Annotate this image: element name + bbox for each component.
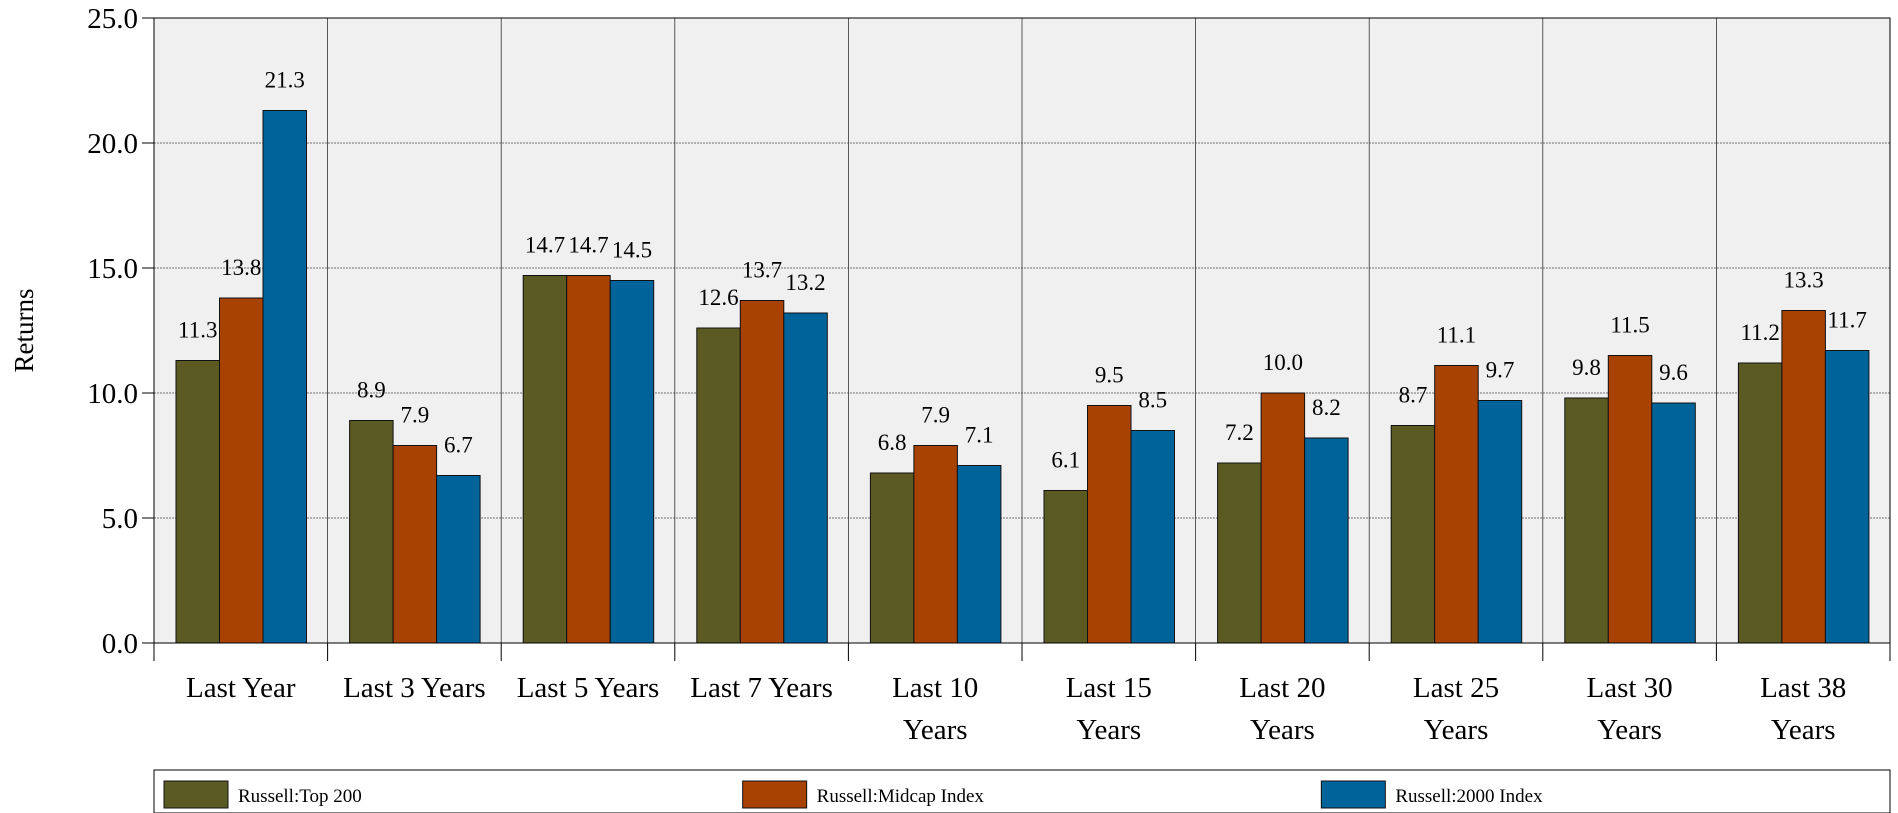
y-tick-label: 5.0 (102, 503, 138, 535)
data-label: 8.9 (357, 378, 386, 403)
bar (1607, 355, 1653, 644)
bar (1390, 425, 1436, 644)
data-label: 7.2 (1225, 420, 1254, 445)
bar (609, 280, 655, 644)
bar (436, 475, 481, 644)
data-label: 13.2 (785, 270, 825, 295)
bar (1130, 430, 1175, 644)
x-category-label: Last 3 Years (343, 672, 486, 704)
bar (1564, 397, 1609, 644)
y-tick-label: 10.0 (87, 378, 138, 410)
bar (1781, 310, 1826, 644)
axes: 0.0 5.0 10.0 15.0 20.0 25.0 Last Year Last 3 Ye… (87, 3, 1891, 746)
bar (392, 445, 438, 644)
bar (566, 275, 611, 644)
data-label: 14.7 (568, 233, 608, 258)
bar (1217, 462, 1262, 644)
legend-box (153, 769, 1891, 813)
gridlines (154, 17, 1890, 643)
bar (1651, 402, 1696, 644)
data-label: 7.9 (400, 403, 429, 428)
data-label: 6.8 (878, 430, 907, 455)
data-label: 14.7 (525, 233, 565, 258)
bar (1737, 362, 1783, 644)
y-tick-label: 25.0 (87, 3, 138, 35)
x-category-label: Last 25 (1413, 672, 1499, 704)
y-axis-title: Returns (9, 289, 39, 373)
bar (739, 300, 785, 644)
data-label: 13.8 (221, 255, 261, 280)
bar (1087, 405, 1132, 644)
data-label: 8.5 (1138, 388, 1167, 413)
bar (1260, 392, 1306, 644)
data-label: 14.5 (612, 238, 652, 263)
y-tick-label: 0.0 (102, 628, 138, 660)
bar (219, 297, 264, 644)
data-label: 9.7 (1486, 358, 1515, 383)
x-category-label: Years (1076, 714, 1141, 746)
data-label: 21.3 (265, 68, 305, 93)
data-label: 13.3 (1784, 268, 1824, 293)
x-category-label: Years (1597, 714, 1662, 746)
bars (175, 110, 1870, 644)
x-category-label: Last Year (186, 672, 296, 704)
bar (696, 327, 741, 644)
x-category-label: Last 10 (892, 672, 978, 704)
data-label: 11.1 (1437, 323, 1476, 348)
legend: Russell:Top 200 Russell:Midcap Index Russe… (153, 769, 1891, 813)
bar (522, 275, 568, 644)
bar (1043, 490, 1088, 644)
y-tick-label: 20.0 (87, 128, 138, 160)
bar (1304, 437, 1349, 644)
legend-swatch (742, 780, 808, 809)
data-label: 10.0 (1263, 350, 1303, 375)
x-category-label: Years (1771, 714, 1836, 746)
x-category-label: Years (903, 714, 968, 746)
bar (1477, 400, 1523, 644)
data-label: 11.7 (1827, 308, 1866, 333)
data-label: 11.5 (1610, 313, 1649, 338)
data-label: 11.3 (178, 318, 217, 343)
bar (262, 110, 307, 644)
data-label: 11.2 (1740, 320, 1779, 345)
legend-label: Russell:2000 Index (1395, 786, 1543, 807)
y-tick-label: 15.0 (87, 253, 138, 285)
data-label: 9.6 (1659, 360, 1688, 385)
bar (1434, 365, 1479, 644)
data-label: 6.7 (444, 433, 473, 458)
legend-swatch (1320, 780, 1386, 809)
data-label: 7.1 (965, 423, 994, 448)
bar (349, 420, 394, 644)
data-label: 8.2 (1312, 395, 1341, 420)
bar (913, 445, 958, 644)
legend-swatch (163, 780, 229, 809)
bar (783, 312, 828, 644)
x-category-label: Last 30 (1587, 672, 1673, 704)
x-category-label: Years (1250, 714, 1315, 746)
data-label: 8.7 (1399, 383, 1428, 408)
data-label: 9.5 (1095, 363, 1124, 388)
data-label: 12.6 (698, 285, 738, 310)
bar (175, 360, 220, 644)
data-label: 9.8 (1572, 355, 1601, 380)
x-category-label: Last 20 (1239, 672, 1325, 704)
legend-label: Russell:Midcap Index (817, 786, 985, 807)
x-category-label: Last 38 (1760, 672, 1846, 704)
bar (956, 465, 1002, 644)
data-label: 7.9 (921, 403, 950, 428)
data-labels: 11.313.821.38.97.96.714.7 14.7 14.512.613.… (178, 68, 1867, 473)
data-label: 6.1 (1051, 448, 1080, 473)
legend-label: Russell:Top 200 (238, 786, 362, 807)
x-category-label: Last 15 (1066, 672, 1152, 704)
x-category-label: Last 7 Years (690, 672, 833, 704)
bar (1824, 350, 1870, 644)
x-category-label: Years (1424, 714, 1489, 746)
bar (869, 472, 915, 644)
data-label: 13.7 (742, 258, 782, 283)
x-category-label: Last 5 Years (517, 672, 660, 704)
